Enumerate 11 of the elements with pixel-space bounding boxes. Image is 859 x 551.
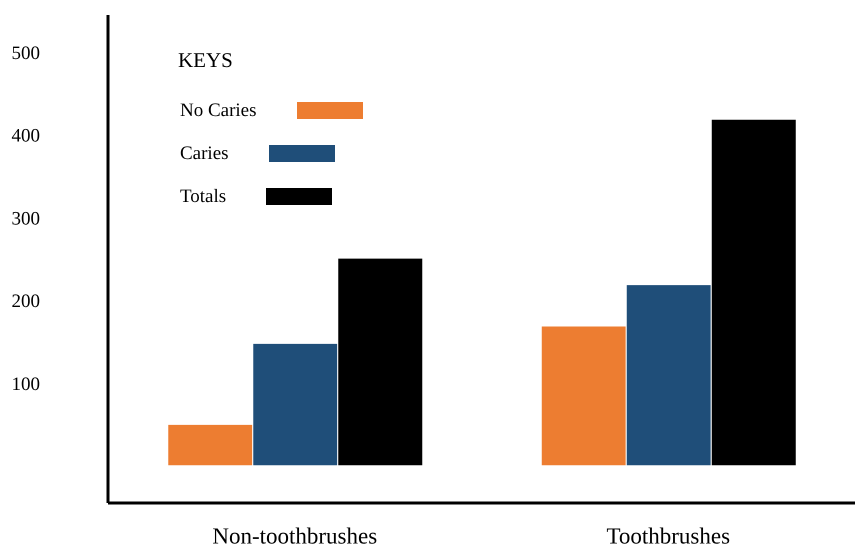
legend-title: KEYS — [178, 48, 234, 73]
legend-label: Totals — [179, 186, 226, 208]
x-tick-label: Toothbrushes — [606, 523, 730, 548]
legend-label: Caries — [179, 142, 229, 164]
y-tick-label: 300 — [12, 208, 40, 230]
x-tick-label: Non-toothbrushes — [212, 523, 378, 548]
legend-label: No Caries — [179, 100, 257, 122]
y-tick-label: 200 — [12, 291, 40, 312]
y-tick-label: 400 — [12, 126, 40, 147]
y-tick-label: 500 — [12, 42, 40, 64]
y-tick-label: 100 — [12, 374, 40, 395]
